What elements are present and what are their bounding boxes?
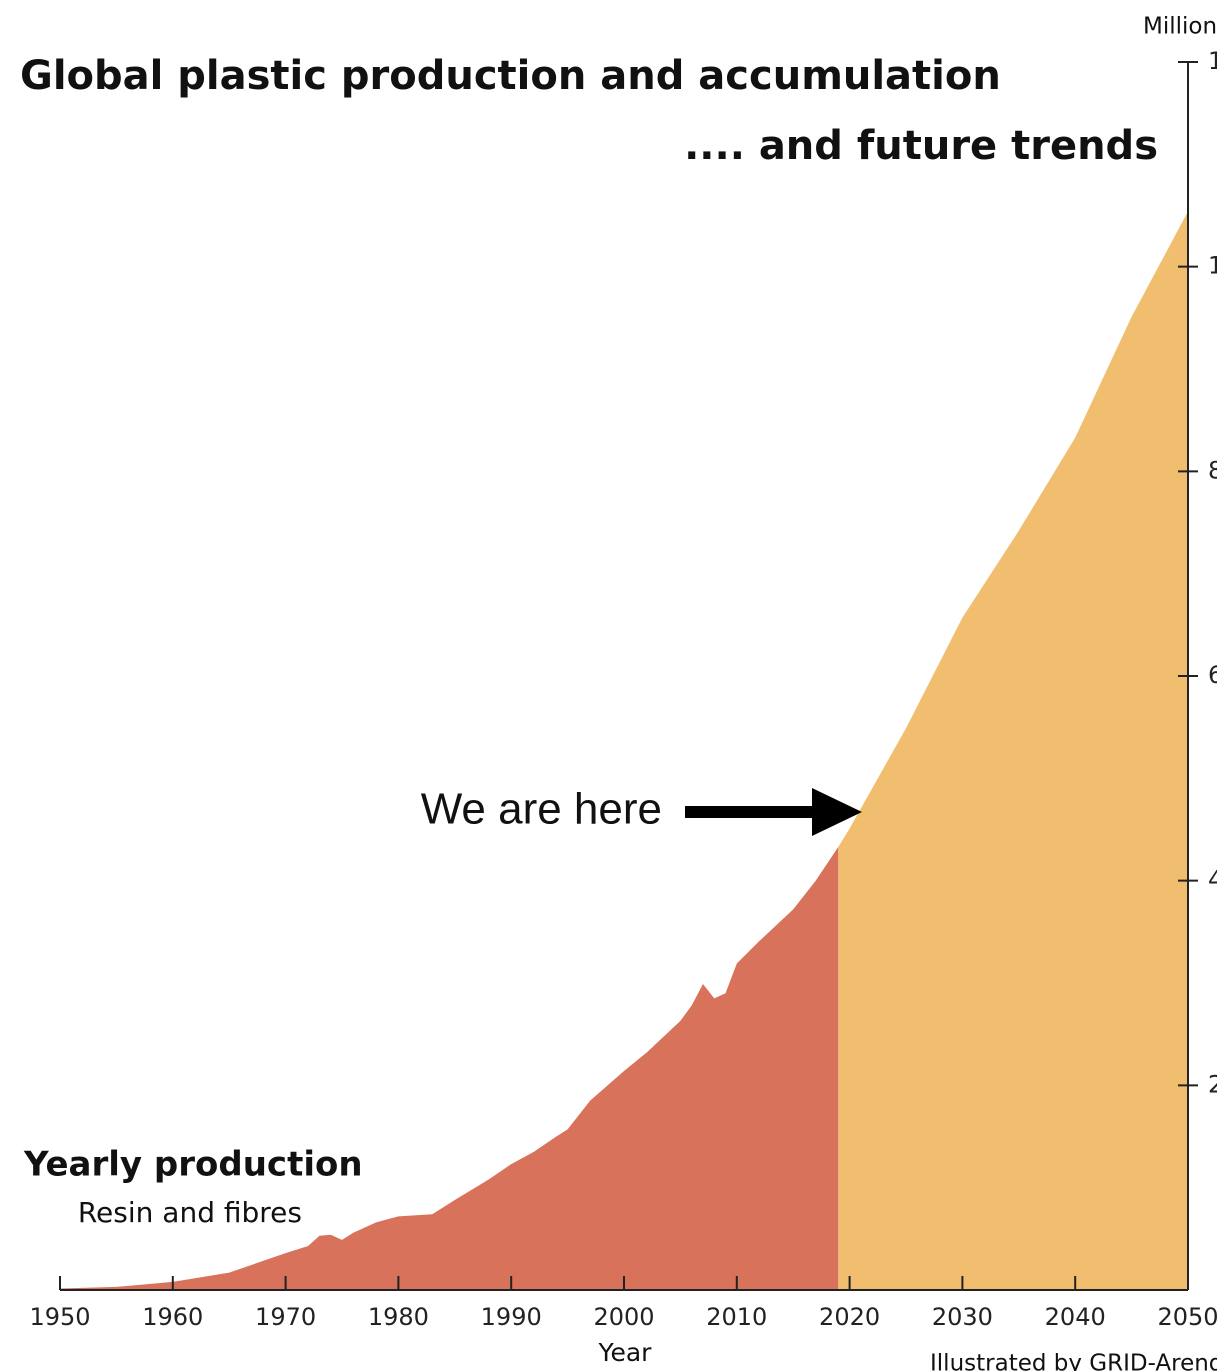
annotation: We are here (421, 785, 662, 834)
credit: Illustrated by GRID-Arendal (930, 1351, 1217, 1371)
chart-subtitle: .... and future trends (684, 123, 1158, 169)
x-tick-label: 2000 (593, 1303, 654, 1331)
y-tick-label: 800 (1208, 456, 1217, 484)
x-tick-label: 2030 (932, 1303, 993, 1331)
area (60, 846, 839, 1290)
y-axis-label: Million tonnes (1143, 14, 1217, 40)
y-tick-label: 200 (1208, 1070, 1217, 1098)
area (838, 211, 1188, 1291)
annotation: Resin and fibres (78, 1196, 302, 1229)
x-tick-label: 1980 (368, 1303, 429, 1331)
x-tick-label: 2040 (1045, 1303, 1106, 1331)
x-tick-label: 2050 (1157, 1303, 1217, 1331)
x-tick-label: 1960 (142, 1303, 203, 1331)
x-tick-label: 1950 (29, 1303, 90, 1331)
arrow (685, 788, 862, 836)
annotation: Yearly production (23, 1145, 363, 1185)
y-tick-label: 600 (1208, 661, 1217, 689)
y-tick-label: 1200 (1208, 47, 1217, 75)
x-tick-label: 2020 (819, 1303, 880, 1331)
plot: 1950 1960 1970 1980 1990 2000 2010 2020 2030 2040… (29, 47, 1217, 1331)
chart-title: Global plastic production and accumulati… (20, 53, 1001, 99)
x-tick-label: 1970 (255, 1303, 316, 1331)
x-tick-label: 2010 (706, 1303, 767, 1331)
y-tick-label: 1000 (1208, 252, 1217, 280)
x-tick-label: 1990 (481, 1303, 542, 1331)
x-axis-label: Year (598, 1338, 653, 1367)
y-tick-label: 400 (1208, 866, 1217, 894)
